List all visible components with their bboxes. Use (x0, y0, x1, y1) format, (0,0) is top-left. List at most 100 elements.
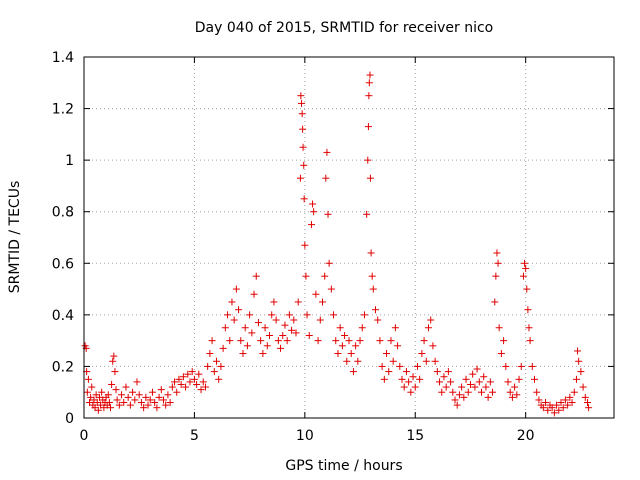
data-point (164, 391, 172, 399)
data-point (572, 375, 580, 383)
data-point (447, 378, 455, 386)
data-point (553, 401, 561, 409)
data-point (248, 329, 256, 337)
data-point (144, 401, 152, 409)
data-point (254, 319, 262, 327)
data-point (431, 357, 439, 365)
data-point (312, 290, 320, 298)
data-point (235, 306, 243, 314)
data-point (241, 324, 249, 332)
data-point (519, 272, 527, 280)
plot-frame (83, 56, 615, 419)
data-point (332, 337, 340, 345)
data-point (285, 311, 293, 319)
data-point (113, 396, 121, 404)
data-point (166, 399, 174, 407)
data-point (365, 79, 373, 87)
data-point (338, 342, 346, 350)
data-point (268, 311, 276, 319)
x-axis-label: GPS time / hours (285, 458, 402, 474)
data-point (177, 380, 185, 388)
y-tick-label: 1 (65, 153, 74, 169)
data-point (142, 393, 150, 401)
data-point (246, 311, 254, 319)
data-point (186, 378, 194, 386)
data-point (299, 125, 307, 133)
data-point (548, 404, 556, 412)
data-point (303, 311, 311, 319)
data-point (215, 375, 223, 383)
data-point (539, 404, 547, 412)
data-point (354, 357, 362, 365)
data-point (363, 210, 371, 218)
data-point (511, 383, 519, 391)
data-point (98, 388, 106, 396)
data-point (175, 375, 183, 383)
data-point (206, 350, 214, 358)
data-point (462, 375, 470, 383)
data-point (330, 311, 338, 319)
data-point (325, 259, 333, 267)
data-point (122, 383, 130, 391)
data-point (210, 368, 218, 376)
data-point (420, 337, 428, 345)
grid (84, 57, 614, 418)
data-point (500, 337, 508, 345)
data-point (162, 401, 170, 409)
data-point (405, 378, 413, 386)
data-point (542, 399, 550, 407)
data-point (575, 357, 583, 365)
chart-title: Day 040 of 2015, SRMTID for receiver nic… (195, 20, 493, 36)
data-point (171, 378, 179, 386)
data-point (564, 401, 572, 409)
data-point (429, 342, 437, 350)
data-point (239, 350, 247, 358)
data-point (309, 200, 317, 208)
data-point (568, 399, 576, 407)
data-point (378, 362, 386, 370)
data-point (502, 362, 510, 370)
data-point (557, 399, 565, 407)
y-tick-label: 0.4 (52, 308, 74, 324)
data-point (356, 337, 364, 345)
data-point (120, 399, 128, 407)
data-point (204, 362, 212, 370)
data-point (368, 272, 376, 280)
data-point (471, 383, 479, 391)
y-tick-label: 1.4 (52, 50, 74, 66)
data-point (566, 393, 574, 401)
data-point (323, 148, 331, 156)
data-point (442, 383, 450, 391)
x-tick-label: 20 (517, 428, 535, 444)
data-point (277, 344, 285, 352)
data-point (360, 311, 368, 319)
data-point (305, 331, 313, 339)
y-axis-label: SRMTID / TECUs (7, 181, 23, 294)
data-point (523, 285, 531, 293)
data-point (224, 311, 232, 319)
data-point (184, 370, 192, 378)
data-point (433, 368, 441, 376)
data-point (298, 99, 306, 107)
data-point (352, 342, 360, 350)
data-point (131, 396, 139, 404)
data-point (124, 393, 132, 401)
data-point (108, 380, 116, 388)
data-point (110, 352, 118, 360)
y-tick-label: 1.2 (52, 102, 74, 118)
data-point (208, 337, 216, 345)
data-points (81, 71, 593, 417)
data-point (179, 373, 187, 381)
data-point (232, 285, 240, 293)
data-point (322, 174, 330, 182)
data-point (302, 272, 310, 280)
data-point (550, 409, 558, 417)
data-point (579, 383, 587, 391)
data-point (327, 285, 335, 293)
data-point (243, 342, 251, 350)
data-point (418, 350, 426, 358)
x-tick-label: 0 (80, 428, 89, 444)
data-point (364, 156, 372, 164)
data-point (84, 375, 92, 383)
